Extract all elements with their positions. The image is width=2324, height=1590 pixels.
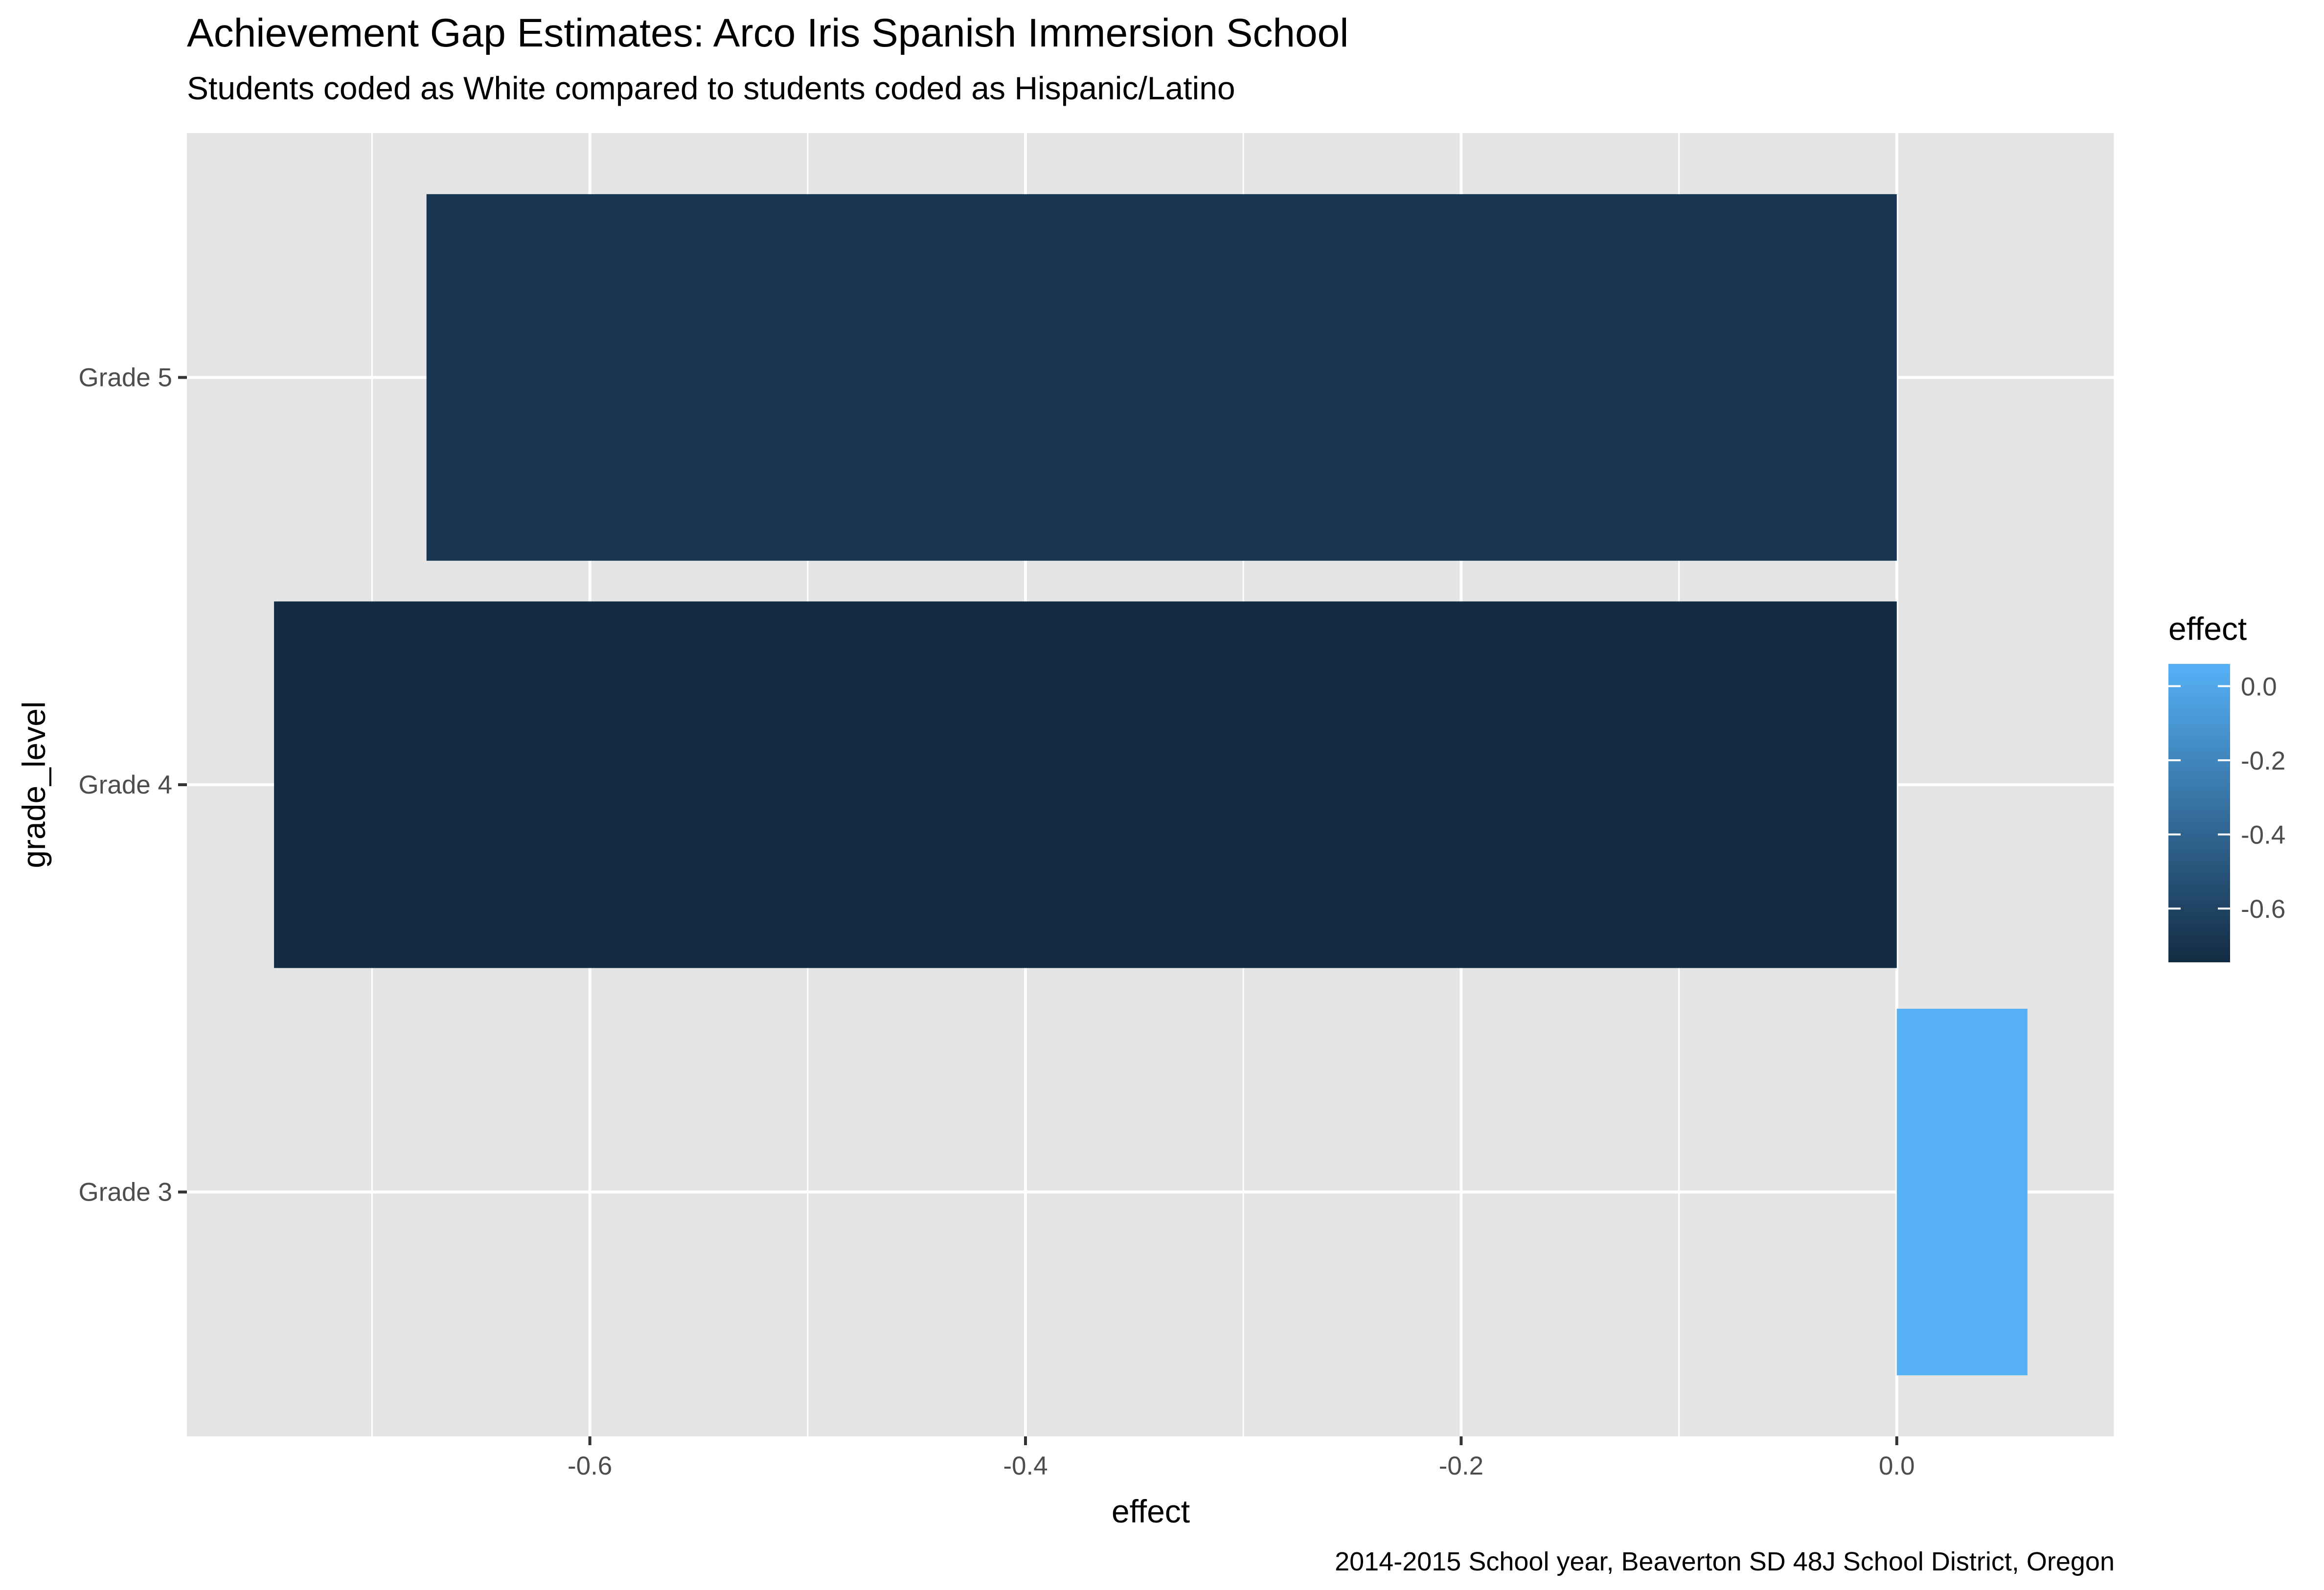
chart-subtitle: Students coded as White compared to stud…: [187, 70, 1235, 106]
legend-colorbar: [2168, 664, 2230, 962]
y-tick-label: Grade 3: [78, 1178, 172, 1207]
legend-tick-label: -0.6: [2241, 895, 2285, 924]
y-axis-title: grade_level: [16, 701, 52, 868]
legend-tick-label: -0.2: [2241, 747, 2285, 775]
legend-ticks: 0.0 -0.2 -0.4 -0.6: [2168, 672, 2285, 924]
bar-grade-3: [1896, 1008, 2028, 1376]
y-tick-label: Grade 4: [78, 771, 172, 799]
legend-title: effect: [2168, 611, 2247, 647]
legend-tick-label: -0.4: [2241, 821, 2285, 850]
x-tick-label: -0.2: [1439, 1452, 1483, 1480]
y-tick-label: Grade 5: [78, 363, 172, 392]
x-tick-label: -0.6: [568, 1452, 612, 1480]
chart-title: Achievement Gap Estimates: Arco Iris Spa…: [187, 11, 1348, 55]
bars-group: [274, 194, 2028, 1376]
chart-caption: 2014-2015 School year, Beaverton SD 48J …: [1335, 1547, 2115, 1576]
x-axis-title: effect: [1112, 1493, 1190, 1529]
color-legend: effect 0.0 -0.2 -0.4 -0.6: [2168, 611, 2285, 962]
y-axis: Grade 3 Grade 4 Grade 5: [78, 363, 187, 1207]
bar-grade-5: [426, 194, 1897, 561]
x-tick-label: 0.0: [1879, 1452, 1915, 1480]
bar-grade-4: [274, 601, 1897, 968]
legend-tick-label: 0.0: [2241, 672, 2277, 701]
x-tick-label: -0.4: [1003, 1452, 1048, 1480]
x-axis: -0.6 -0.4 -0.2 0.0: [568, 1436, 1915, 1480]
